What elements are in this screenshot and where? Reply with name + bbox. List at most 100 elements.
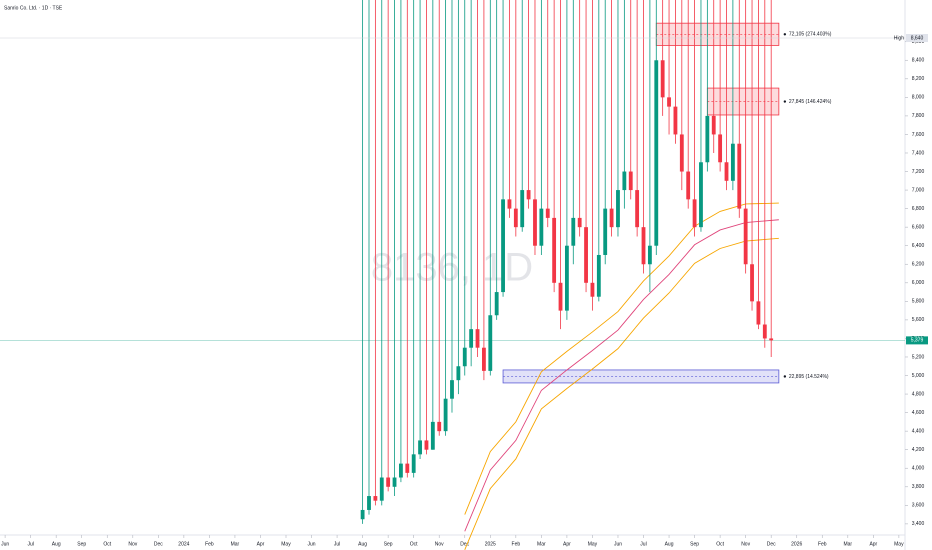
high-label: 8,640: [911, 35, 924, 41]
candle-body: [558, 282, 563, 311]
zone-label: 22,895 (14.524%): [789, 374, 829, 380]
x-tick-label: Sep: [690, 541, 699, 547]
x-tick-label: Mar: [231, 541, 240, 547]
candle-body: [513, 208, 518, 228]
candle-body: [430, 421, 435, 450]
candle-body: [443, 398, 448, 432]
candle-body: [699, 162, 703, 228]
y-tick-label: 3,800: [912, 484, 925, 490]
y-tick-label: 3,600: [912, 503, 925, 509]
y-tick-label: 7,200: [912, 169, 925, 175]
candle-body: [494, 292, 499, 316]
candle-body: [756, 301, 761, 325]
candle-body: [769, 338, 774, 341]
candle-body: [679, 134, 684, 172]
candle-body: [418, 440, 422, 455]
candle-body: [622, 171, 627, 191]
candle-body: [711, 115, 716, 135]
x-tick-label: Jun: [1, 541, 9, 547]
x-tick-label: Nov: [128, 541, 137, 547]
candle-body: [750, 264, 754, 302]
y-tick-label: 4,200: [912, 447, 925, 453]
x-tick-label: Aug: [665, 541, 674, 547]
y-tick-label: 8,400: [912, 58, 925, 64]
x-tick-label: Jul: [334, 541, 340, 547]
candle-body: [379, 477, 384, 501]
y-tick-label: 6,400: [912, 243, 925, 249]
ma-line: [464, 219, 779, 532]
candle-body: [718, 134, 723, 163]
candle-body: [660, 60, 665, 98]
x-tick-label: Feb: [205, 541, 214, 547]
candle-body: [533, 199, 537, 246]
candle-body: [705, 115, 710, 163]
candle-body: [571, 217, 576, 246]
candle-body: [367, 496, 371, 510]
candle-body: [603, 208, 608, 255]
y-tick-label: 3,400: [912, 521, 925, 527]
candle-body: [456, 366, 461, 381]
x-tick-label: Jul: [27, 541, 33, 547]
x-tick-label: Nov: [741, 541, 750, 547]
candle-body: [590, 282, 595, 297]
candle-body: [762, 324, 767, 339]
candle-body: [596, 254, 601, 297]
x-tick-label: Aug: [52, 541, 61, 547]
x-tick-label: Apr: [869, 541, 877, 547]
candle-body: [507, 199, 512, 209]
zone-label: 72,105 (274.403%): [789, 32, 832, 38]
y-tick-label: 8,600: [912, 39, 925, 45]
ma-line: [464, 237, 779, 550]
y-tick-label: 4,400: [912, 428, 925, 434]
x-tick-label: Aug: [358, 541, 367, 547]
candle-body: [469, 329, 474, 348]
candle-body: [692, 199, 697, 228]
x-tick-label: Jul: [640, 541, 646, 547]
candle-body: [743, 208, 748, 265]
y-tick-label: 4,000: [912, 466, 925, 472]
candle-body: [577, 217, 582, 228]
y-tick-label: 5,200: [912, 354, 925, 360]
candle-body: [437, 421, 442, 432]
candle-body: [481, 347, 486, 371]
candle-body: [386, 477, 391, 487]
x-tick-label: Jun: [308, 541, 316, 547]
candle-body: [609, 208, 614, 228]
y-tick-label: 7,000: [912, 187, 925, 193]
y-tick-label: 6,600: [912, 224, 925, 230]
candle-body: [360, 509, 365, 520]
y-tick-label: 5,800: [912, 299, 925, 305]
candle-body: [450, 380, 454, 399]
y-tick-label: 7,400: [912, 150, 925, 156]
x-tick-label: May: [894, 541, 904, 547]
x-tick-label: 2024: [178, 541, 189, 547]
y-tick-label: 5,600: [912, 317, 925, 323]
x-tick-label: Dec: [767, 541, 776, 547]
candle-body: [488, 315, 493, 371]
candle-body: [526, 190, 531, 200]
x-tick-label: Oct: [716, 541, 724, 547]
x-tick-label: 2026: [791, 541, 802, 547]
candle-body: [539, 208, 544, 246]
candle-body: [641, 227, 646, 265]
x-tick-label: May: [588, 541, 598, 547]
last-price-box: [906, 336, 928, 345]
candle-body: [737, 143, 742, 209]
candle-body: [373, 496, 378, 501]
x-tick-label: Mar: [843, 541, 852, 547]
high-box: [906, 34, 928, 43]
x-tick-label: Mar: [537, 541, 546, 547]
x-tick-label: May: [281, 541, 291, 547]
y-tick-label: 7,600: [912, 132, 925, 138]
x-tick-label: Jun: [614, 541, 622, 547]
candle-body: [667, 97, 671, 107]
y-tick-label: 6,000: [912, 280, 925, 286]
zone-dot: [783, 100, 787, 103]
x-tick-label: Apr: [563, 541, 571, 547]
candle-body: [392, 477, 397, 487]
candle-body: [673, 106, 678, 135]
x-tick-label: Sep: [77, 541, 86, 547]
candle-body: [647, 245, 652, 265]
x-tick-label: Oct: [410, 541, 418, 547]
